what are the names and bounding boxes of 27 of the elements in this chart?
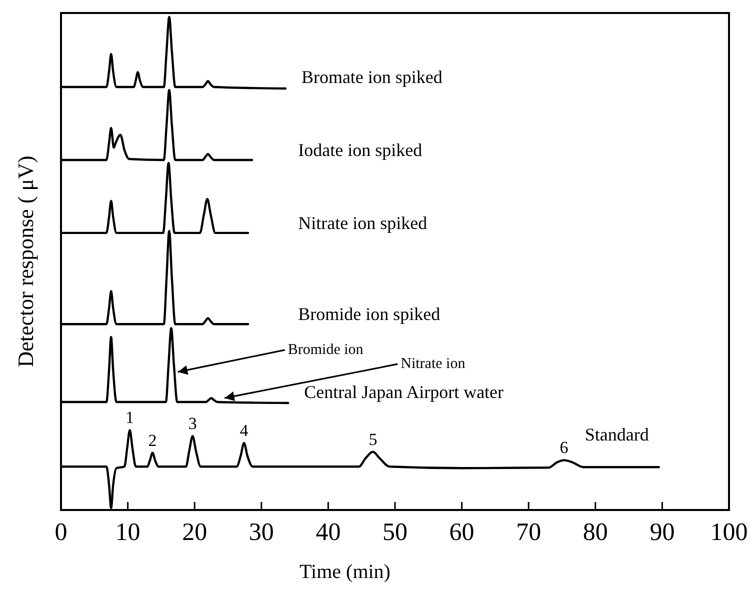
annotation: 3 bbox=[188, 414, 197, 434]
x-tick-label: 0 bbox=[54, 519, 68, 546]
x-axis-title: Time (min) bbox=[300, 561, 390, 583]
x-tick-label: 40 bbox=[316, 519, 341, 546]
x-tick-label: 60 bbox=[449, 519, 474, 546]
annotation: Bromide ion bbox=[288, 342, 364, 358]
x-tick-label: 90 bbox=[650, 519, 675, 546]
text: Nitrate ion spiked bbox=[298, 212, 428, 233]
annotation: 4 bbox=[240, 420, 249, 440]
text: Bromide ion spiked bbox=[298, 304, 440, 324]
series-label: Central Japan Airport water bbox=[304, 382, 504, 402]
annotation: 6 bbox=[560, 438, 568, 458]
text: Iodate ion spiked bbox=[298, 140, 422, 160]
x-tick-label: 10 bbox=[115, 519, 140, 546]
annotation: Nitrate ion bbox=[400, 356, 466, 372]
x-tick-label: 50 bbox=[382, 519, 408, 546]
x-tick-label: 30 bbox=[248, 519, 274, 546]
series-label: Bromate ion spiked bbox=[301, 67, 442, 88]
x-tick-label: 20 bbox=[182, 519, 208, 546]
series-label: Standard bbox=[584, 424, 649, 445]
annotation: 1 bbox=[126, 408, 134, 428]
x-tick-label: 100 bbox=[710, 519, 748, 546]
y-axis-title: Detector response ( μV) bbox=[13, 156, 38, 368]
annotation: 2 bbox=[148, 430, 157, 450]
x-tick-label: 70 bbox=[516, 519, 542, 546]
annotation: 5 bbox=[368, 430, 378, 449]
x-tick-label: 80 bbox=[582, 519, 608, 546]
